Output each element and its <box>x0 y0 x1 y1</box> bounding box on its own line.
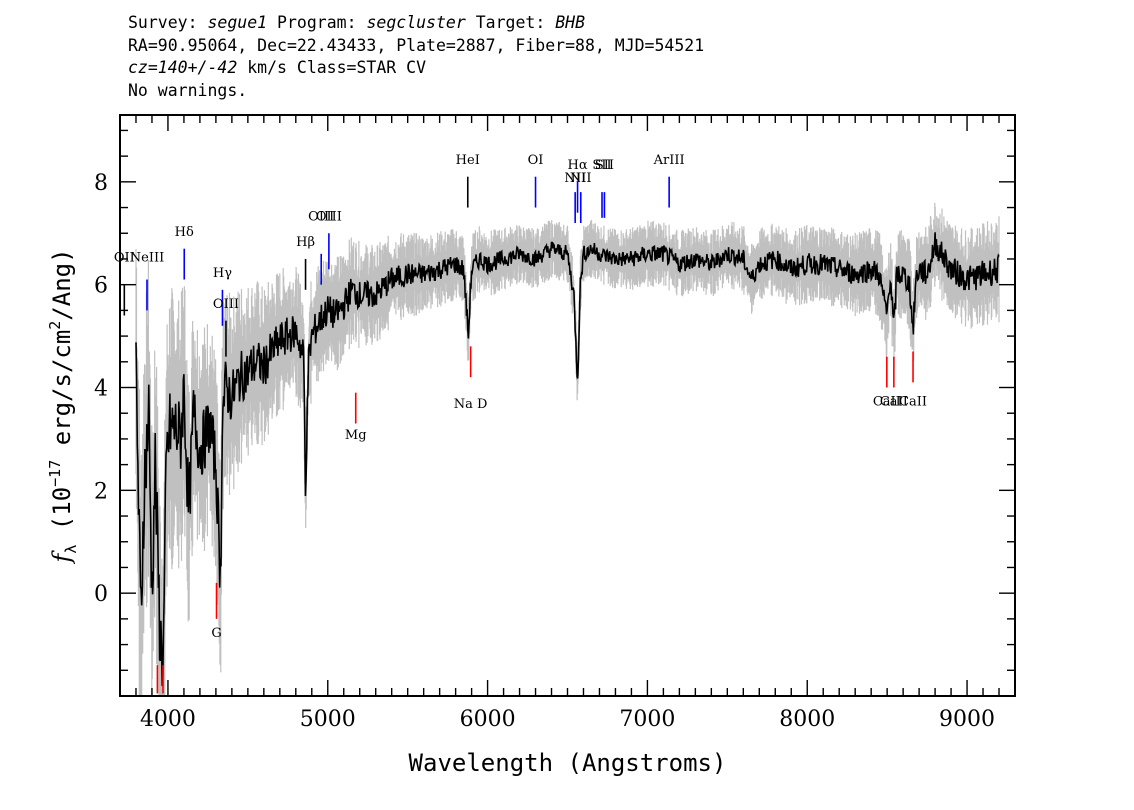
redshift-value: cz=140+/-42 <box>128 58 238 77</box>
program-label: Program: <box>277 13 357 32</box>
x-tick-label: 4000 <box>140 707 196 732</box>
absorption-label-mg: Mg <box>345 428 367 443</box>
header-line-4: No warnings. <box>128 80 248 100</box>
error-band-layer <box>135 202 1000 696</box>
emission-label-h: Hγ <box>213 266 232 281</box>
emission-label-sii: SII <box>592 158 611 173</box>
header-line-1: Survey: segue1 Program: segcluster Targe… <box>128 12 704 35</box>
emission-label-nii: NII <box>570 171 592 186</box>
y-axis-title-part1: (10 <box>48 487 76 545</box>
absorption-label-caii: CaII <box>880 395 908 410</box>
header-line-2: RA=90.95064, Dec=22.43433, Plate=2887, F… <box>128 35 705 55</box>
absorption-label-g: G <box>211 626 221 641</box>
target-label: Target: <box>475 13 546 32</box>
emission-label-nii: NII <box>564 171 586 186</box>
y-axis-title-part2: erg/s/cm <box>48 330 76 460</box>
x-tick-label: 8000 <box>779 707 835 732</box>
survey-label: Survey: <box>128 13 198 32</box>
emission-label-oiii: OIII <box>308 209 334 224</box>
y-axis-title-exp2: 2 <box>46 321 64 330</box>
x-tick-label: 9000 <box>939 707 995 732</box>
y-tick-label: 8 <box>94 171 108 196</box>
header-line-3: cz=140+/-42 km/s Class=STAR CV <box>128 57 704 80</box>
y-axis-title-exp: −17 <box>46 460 64 487</box>
absorption-label-caii: CaII <box>899 395 927 410</box>
y-tick-label: 6 <box>94 274 108 299</box>
emission-label-h: Hβ <box>296 235 315 250</box>
emission-label-oiii: OIII <box>316 209 342 224</box>
absorption-label-caii: CaII <box>873 395 901 410</box>
error-band <box>135 202 1000 696</box>
y-tick-label: 2 <box>94 479 108 504</box>
emission-label-ariii: ArIII <box>653 153 685 168</box>
flux-layer <box>135 232 1000 686</box>
emission-label-neiii: NeIII <box>130 251 164 266</box>
y-tick-label: 0 <box>94 582 108 607</box>
spectrum-header: Survey: segue1 Program: segcluster Targe… <box>128 12 704 102</box>
program-value: segcluster <box>366 13 466 32</box>
absorption-label-nad: Na D <box>454 397 488 412</box>
emission-label-h: Hα <box>568 158 588 173</box>
x-tick-label: 7000 <box>619 707 675 732</box>
y-axis-title-end: /Ang) <box>48 248 76 320</box>
y-axis-title-sub: λ <box>62 545 80 554</box>
flux-line <box>135 232 1000 686</box>
axis-ticks: 4000 5000 6000 7000 8000 9000 0 2 4 6 8 <box>94 115 1016 732</box>
y-tick-label: 4 <box>94 377 108 402</box>
class-info: km/s Class=STAR CV <box>237 58 427 77</box>
emission-label-oi: OI <box>528 153 544 168</box>
emission-label-sii: SII <box>595 158 614 173</box>
target-value: BHB <box>555 13 586 32</box>
survey-value: segue1 <box>207 13 268 32</box>
x-tick-label: 6000 <box>460 707 516 732</box>
emission-label-h: Hδ <box>175 225 194 240</box>
emission-label-hei: HeI <box>456 153 480 168</box>
x-tick-label: 5000 <box>300 707 356 732</box>
y-axis-title: fλ (10−17 erg/s/cm2/Ang) <box>46 248 80 564</box>
emission-label-oiii: OIII <box>213 297 239 312</box>
x-axis-title: Wavelength (Angstroms) <box>409 749 727 777</box>
